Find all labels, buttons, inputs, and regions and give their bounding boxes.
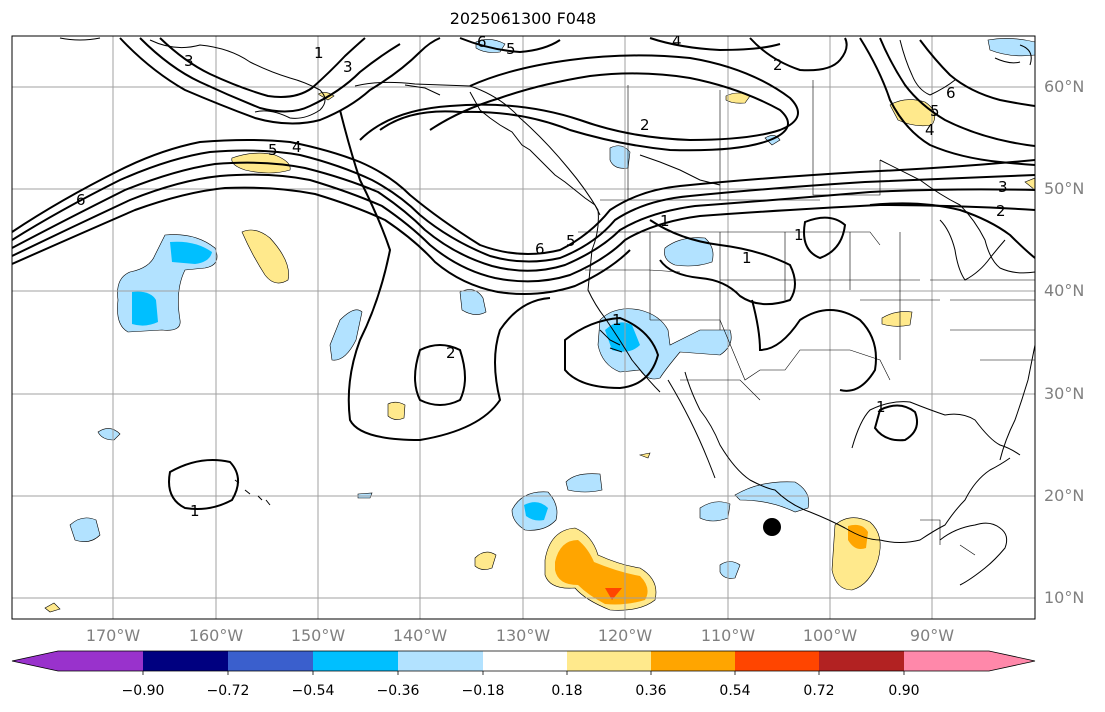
colorbar-tick-label: −0.36 <box>376 683 420 699</box>
colorbar-tick-label: −0.18 <box>461 683 505 699</box>
lat-label: 20°N <box>1044 486 1085 505</box>
colorbar-bin <box>228 651 313 671</box>
lon-label: 140°W <box>392 626 448 645</box>
lon-label: 110°W <box>700 626 756 645</box>
lat-label: 10°N <box>1044 588 1085 607</box>
lon-label: 120°W <box>597 626 653 645</box>
coastlines <box>59 37 1035 586</box>
colorbar-bin <box>398 651 483 671</box>
lon-label: 100°W <box>802 626 858 645</box>
lat-label: 50°N <box>1044 179 1085 198</box>
contour-label: 5 <box>268 141 278 159</box>
contour-label: 1 <box>190 502 200 520</box>
lon-label: 150°W <box>290 626 346 645</box>
contour-label: 1 <box>660 212 670 230</box>
contour-label: 1 <box>742 249 752 267</box>
lon-label: 170°W <box>85 626 141 645</box>
colorbar-max-extension <box>989 651 1035 671</box>
map-frame <box>11 35 1036 620</box>
contour-label: 4 <box>672 32 682 50</box>
contour-label: 5 <box>506 40 516 58</box>
anomaly-shading <box>44 38 1035 613</box>
grid-lines <box>12 36 1035 619</box>
contour-lines <box>12 37 1035 510</box>
contour-label: 6 <box>535 240 545 258</box>
lat-label: 40°N <box>1044 281 1085 300</box>
lon-label: 90°W <box>909 626 955 645</box>
colorbar-tick-label: −0.54 <box>291 683 335 699</box>
colorbar-bin <box>483 651 567 671</box>
contour-label: 4 <box>292 138 302 156</box>
contour-label: 2 <box>446 344 456 362</box>
colorbar-bin <box>735 651 819 671</box>
colorbar-bin <box>567 651 651 671</box>
colorbar-bin <box>58 651 143 671</box>
contour-label: 6 <box>76 191 86 209</box>
colorbar-tick-label: 0.72 <box>803 683 835 699</box>
contour-label: 5 <box>930 102 940 120</box>
colorbar-min-extension <box>12 651 58 671</box>
contour-label: 2 <box>773 56 783 74</box>
contour-label: 5 <box>566 232 576 250</box>
contour-label: 1 <box>876 398 886 416</box>
colorbar <box>11 650 1036 675</box>
colorbar-bin <box>904 651 989 671</box>
colorbar-tick-label: 0.36 <box>635 683 667 699</box>
contour-label: 3 <box>343 58 353 76</box>
map-title: 2025061300 F048 <box>449 9 597 28</box>
contour-label: 6 <box>477 33 487 51</box>
contour-label: 6 <box>946 84 956 102</box>
colorbar-bin <box>651 651 735 671</box>
colorbar-tick-label: 0.90 <box>888 683 920 699</box>
contour-label: 1 <box>794 226 804 244</box>
lon-label: 130°W <box>495 626 551 645</box>
colorbar-tick-label: 0.18 <box>551 683 583 699</box>
contour-label: 3 <box>998 178 1008 196</box>
contour-label: 2 <box>640 116 650 134</box>
state-borders <box>578 80 1035 556</box>
contour-label: 1 <box>314 44 324 62</box>
contour-label: 4 <box>925 121 935 139</box>
contour-label: 1 <box>612 311 622 329</box>
contour-label: 3 <box>184 52 194 70</box>
contour-value-labels: 1 3 3 6 5 4 2 2 5 4 6 6 5 1 1 1 2 1 1 1 … <box>76 32 1008 520</box>
lon-label: 160°W <box>188 626 244 645</box>
storm-location-marker <box>763 518 781 536</box>
lat-label: 30°N <box>1044 384 1085 403</box>
colorbar-bin <box>819 651 904 671</box>
lat-label: 60°N <box>1044 77 1085 96</box>
contour-label: 2 <box>996 202 1006 220</box>
colorbar-tick-label: −0.90 <box>121 683 165 699</box>
colorbar-tick-label: 0.54 <box>719 683 751 699</box>
colorbar-bin <box>143 651 228 671</box>
colorbar-tick-label: −0.72 <box>206 683 250 699</box>
colorbar-bin <box>313 651 398 671</box>
